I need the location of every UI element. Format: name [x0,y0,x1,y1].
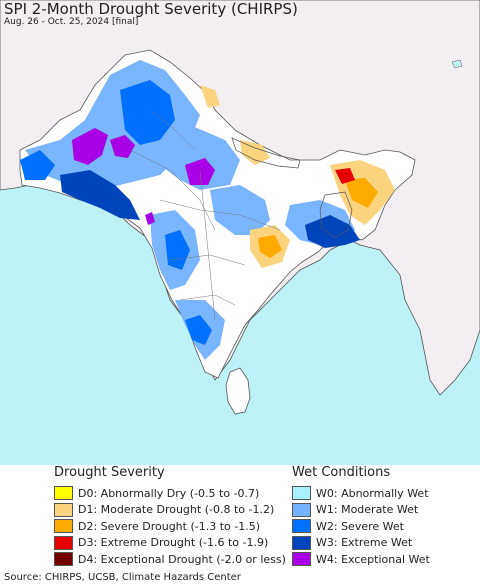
nepal-outline [231,137,301,169]
legend-item: W4: Exceptional Wet [292,551,430,567]
sri-lanka [225,367,251,415]
legend-swatch-w2 [292,519,311,533]
legend-item: D1: Moderate Drought (-0.8 to -1.2) [54,502,286,518]
legend-drought: Drought Severity D0: Abnormally Dry (-0.… [54,465,286,568]
legend-label: D0: Abnormally Dry (-0.5 to -0.7) [78,486,260,500]
legend-drought-title: Drought Severity [54,465,165,480]
source-credit: Source: CHIRPS, UCSB, Climate Hazards Ce… [4,572,241,583]
drought-areas [200,85,395,268]
legend-label: W2: Severe Wet [316,519,404,533]
legend: Drought Severity D0: Abnormally Dry (-0.… [0,465,480,570]
bangladesh-outline [319,191,353,239]
legend-wet: Wet Conditions W0: Abnormally Wet W1: Mo… [292,465,430,568]
drought-map [0,0,480,465]
wet-w4-areas [72,128,215,225]
legend-item: W0: Abnormally Wet [292,485,430,501]
legend-label: D4: Exceptional Drought (-2.0 or less) [78,552,286,566]
legend-item: D3: Extreme Drought (-1.6 to -1.9) [54,535,286,551]
legend-wet-title: Wet Conditions [292,465,391,480]
legend-label: D3: Extreme Drought (-1.6 to -1.9) [78,536,269,549]
legend-swatch-w1 [292,502,311,517]
legend-swatch-d0 [54,486,73,500]
legend-label: D2: Severe Drought (-1.3 to -1.5) [78,519,261,533]
legend-label: W3: Extreme Wet [316,536,413,549]
map-subtitle: Aug. 26 - Oct. 25, 2024 [final] [4,17,139,27]
legend-swatch-w0 [292,486,311,500]
legend-item: D0: Abnormally Dry (-0.5 to -0.7) [54,485,286,501]
legend-item: W1: Moderate Wet [292,502,430,518]
lake [451,59,463,69]
legend-swatch-w3 [292,535,311,550]
legend-item: D4: Exceptional Drought (-2.0 or less) [54,551,286,567]
legend-label: W0: Abnormally Wet [316,486,429,500]
state-boundaries [129,109,281,321]
legend-swatch-w4 [292,552,311,566]
legend-swatch-d4 [54,552,73,566]
map-title: SPI 2-Month Drought Severity (CHIRPS) [4,0,298,18]
legend-label: W1: Moderate Wet [316,503,419,516]
legend-item: W3: Extreme Wet [292,535,430,551]
legend-swatch-d1 [54,502,73,517]
legend-label: D1: Moderate Drought (-0.8 to -1.2) [78,503,275,516]
legend-label: W4: Exceptional Wet [316,552,430,566]
legend-swatch-d3 [54,535,73,550]
wet-w2-w3-areas [20,80,360,345]
legend-swatch-d2 [54,519,73,533]
legend-item: D2: Severe Drought (-1.3 to -1.5) [54,518,286,534]
legend-item: W2: Severe Wet [292,518,430,534]
